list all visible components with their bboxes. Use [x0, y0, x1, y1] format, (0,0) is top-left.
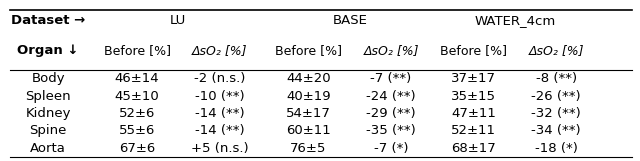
Text: -35 (**): -35 (**)	[366, 124, 416, 137]
Text: ΔsO₂ [%]: ΔsO₂ [%]	[192, 44, 248, 57]
Text: -34 (**): -34 (**)	[531, 124, 581, 137]
Text: -7 (*): -7 (*)	[374, 142, 408, 155]
Text: 40±19: 40±19	[286, 90, 331, 103]
Text: 47±11: 47±11	[451, 107, 496, 120]
Text: -2 (n.s.): -2 (n.s.)	[194, 72, 245, 85]
Text: 44±20: 44±20	[286, 72, 331, 85]
Text: Spleen: Spleen	[26, 90, 71, 103]
Text: 67±6: 67±6	[119, 142, 156, 155]
Text: Dataset →: Dataset →	[11, 14, 85, 27]
Text: 46±14: 46±14	[115, 72, 159, 85]
Text: Before [%]: Before [%]	[104, 44, 171, 57]
Text: Organ ↓: Organ ↓	[17, 44, 79, 57]
Text: 45±10: 45±10	[115, 90, 159, 103]
Text: 35±15: 35±15	[451, 90, 496, 103]
Text: BASE: BASE	[332, 14, 367, 27]
Text: 55±6: 55±6	[119, 124, 156, 137]
Text: +5 (n.s.): +5 (n.s.)	[191, 142, 248, 155]
Text: 60±11: 60±11	[286, 124, 331, 137]
Text: -8 (**): -8 (**)	[536, 72, 577, 85]
Text: 52±11: 52±11	[451, 124, 496, 137]
Text: -18 (*): -18 (*)	[534, 142, 577, 155]
Text: Spine: Spine	[29, 124, 67, 137]
Text: 54±17: 54±17	[286, 107, 331, 120]
Text: Before [%]: Before [%]	[275, 44, 342, 57]
Text: -24 (**): -24 (**)	[366, 90, 416, 103]
Text: -26 (**): -26 (**)	[531, 90, 581, 103]
Text: -29 (**): -29 (**)	[366, 107, 416, 120]
Text: ΔsO₂ [%]: ΔsO₂ [%]	[529, 44, 584, 57]
Text: 76±5: 76±5	[291, 142, 326, 155]
Text: ΔsO₂ [%]: ΔsO₂ [%]	[364, 44, 419, 57]
Text: 52±6: 52±6	[119, 107, 156, 120]
Text: Body: Body	[31, 72, 65, 85]
Text: 68±17: 68±17	[451, 142, 496, 155]
Text: -14 (**): -14 (**)	[195, 107, 244, 120]
Text: -14 (**): -14 (**)	[195, 124, 244, 137]
Text: Before [%]: Before [%]	[440, 44, 507, 57]
Text: LU: LU	[170, 14, 186, 27]
Text: -32 (**): -32 (**)	[531, 107, 581, 120]
Text: -10 (**): -10 (**)	[195, 90, 244, 103]
Text: Aorta: Aorta	[30, 142, 66, 155]
Text: -7 (**): -7 (**)	[371, 72, 412, 85]
Text: 37±17: 37±17	[451, 72, 496, 85]
Text: Kidney: Kidney	[26, 107, 71, 120]
Text: WATER_4cm: WATER_4cm	[474, 14, 556, 27]
